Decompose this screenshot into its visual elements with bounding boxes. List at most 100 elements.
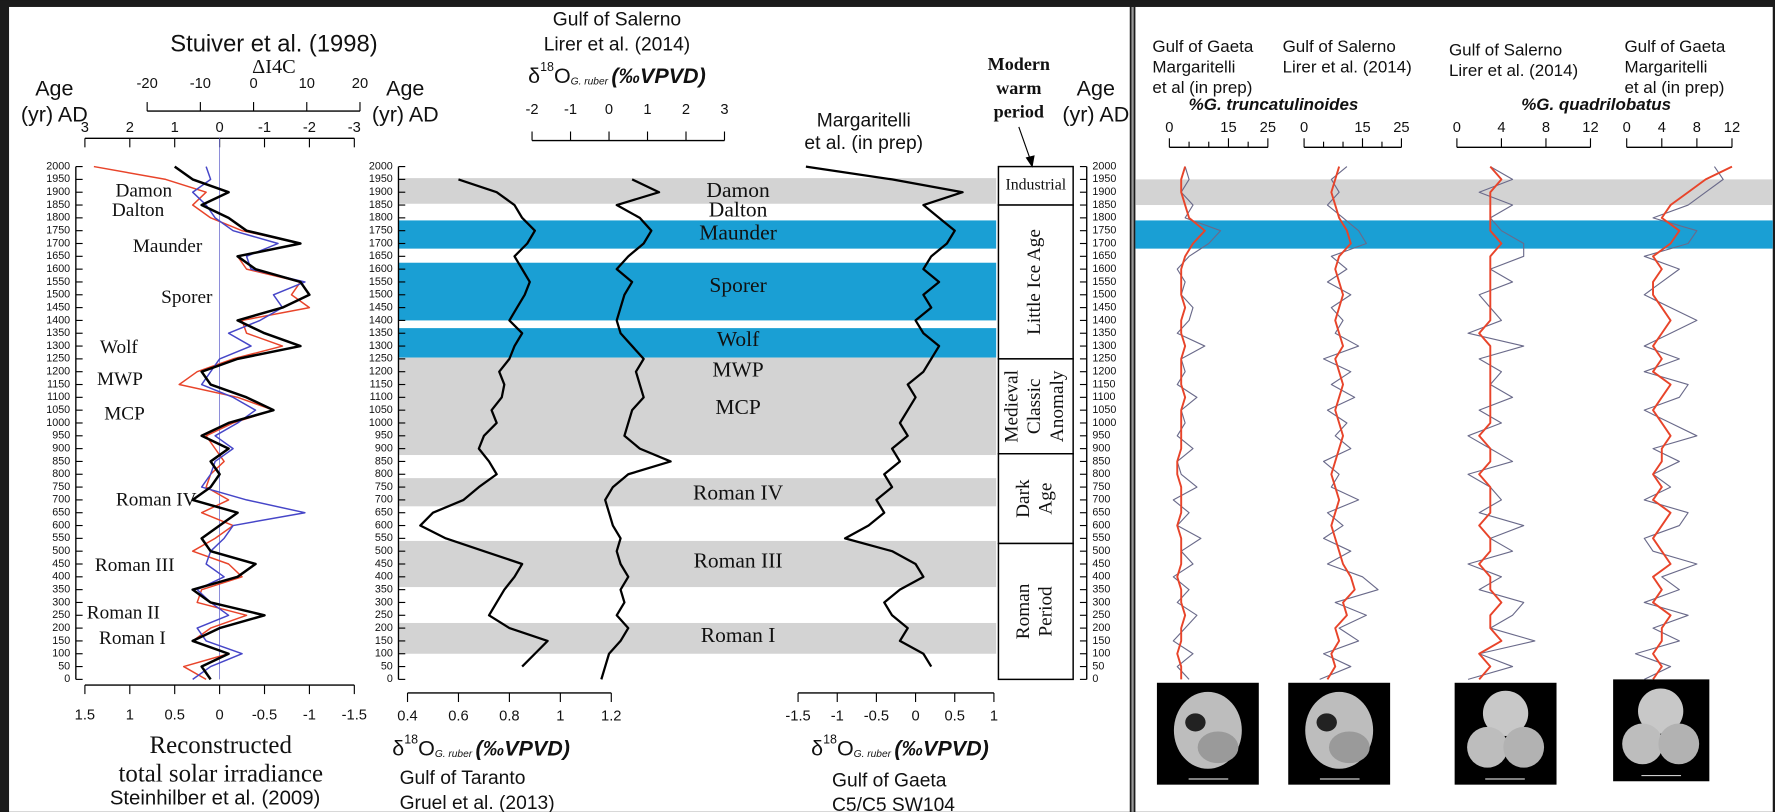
y-tick-label: 100 <box>52 648 70 660</box>
y-tick-label: 1650 <box>46 250 70 262</box>
y-tick-label: 1900 <box>369 186 393 198</box>
y-tick-label: 1050 <box>46 404 70 416</box>
period-label: Dark <box>1013 479 1034 518</box>
y-tick-label: 1300 <box>1092 340 1116 352</box>
y-tick-label: 1700 <box>369 237 393 249</box>
y-tick-label: 50 <box>1092 660 1104 672</box>
source-note: et al. (in prep) <box>804 133 923 154</box>
y-tick-label: 100 <box>1092 648 1110 660</box>
shell-photo <box>1455 683 1557 785</box>
y-tick-label: 0 <box>1092 673 1098 685</box>
y-tick-label: 600 <box>52 519 70 531</box>
axis-label-part: 18 <box>540 60 554 74</box>
x-tick-label: -3 <box>348 120 361 136</box>
x-tick-label: 1 <box>171 120 179 136</box>
y-tick-label: 1550 <box>1092 276 1116 288</box>
x-tick-label: 4 <box>1658 120 1666 136</box>
y-tick-label: 1600 <box>1092 263 1116 275</box>
y-tick-label: 1350 <box>1092 327 1116 339</box>
y-tick-label: 850 <box>52 455 70 467</box>
y-tick-label: 150 <box>375 635 393 647</box>
y-tick-label: 1750 <box>369 225 393 237</box>
x-tick-label: 0 <box>216 707 224 723</box>
y-tick-label: 50 <box>381 660 393 672</box>
x-tick-label: 2 <box>126 120 134 136</box>
y-tick-label: 750 <box>375 481 393 493</box>
y-tick-label: 1150 <box>370 378 393 390</box>
y-tick-label: 450 <box>52 558 70 570</box>
y-tick-label: 1150 <box>1092 378 1115 390</box>
y-tick-label: 1050 <box>369 404 393 416</box>
y-tick-label: 950 <box>1092 430 1110 442</box>
y-tick-label: 1850 <box>46 199 70 211</box>
source: Gulf of Gaeta <box>832 770 947 791</box>
y-tick-label: 1350 <box>46 327 70 339</box>
axis-label-part: δ <box>528 64 540 88</box>
axis-label: δ18OG. ruber(‰VPVD) <box>392 733 570 760</box>
y-tick-label: 550 <box>375 532 393 544</box>
y-tick-label: 150 <box>52 635 70 647</box>
y-tick-label: 1850 <box>369 199 393 211</box>
y-tick-label: 1450 <box>1092 301 1116 313</box>
period-annotation: Maunder <box>133 236 203 257</box>
source: C5/C5 SW104 <box>832 795 955 812</box>
x-tick-label: 0 <box>216 120 224 136</box>
x-tick-label: 0 <box>1300 120 1308 136</box>
period-annotation: Roman III <box>95 555 175 576</box>
y-tick-label: 1150 <box>47 378 70 390</box>
y-tick-label: 200 <box>375 622 393 634</box>
y-tick-label: 1800 <box>1092 212 1116 224</box>
y-tick-label: 2000 <box>1092 160 1116 172</box>
x-tick-label: 3 <box>81 120 89 136</box>
y-tick-label: 850 <box>375 455 393 467</box>
period-annotation: Damon <box>115 181 172 202</box>
period-label: Period <box>1036 586 1057 637</box>
x-tick-label: -1 <box>564 102 577 118</box>
y-tick-label: 1650 <box>369 250 393 262</box>
x-tick-label: 0 <box>1623 120 1631 136</box>
y-tick-label: 600 <box>1092 519 1110 531</box>
period-label-group: RomanPeriod <box>1013 583 1057 639</box>
y-tick-label: 1800 <box>46 212 70 224</box>
y-tick-label: 500 <box>52 545 70 557</box>
source: Gulf of Gaeta <box>1624 37 1725 56</box>
y-tick-label: 2000 <box>46 160 70 172</box>
period-annotation: MCP <box>715 395 760 419</box>
x-tick-label: 15 <box>1354 120 1370 136</box>
x-tick-label: 15 <box>1220 120 1236 136</box>
y-tick-label: 1350 <box>369 327 393 339</box>
y-tick-label: 1050 <box>1092 404 1116 416</box>
y-tick-label: 1500 <box>1092 289 1116 301</box>
x-tick-label: 25 <box>1393 120 1409 136</box>
source: Gulf of Salerno <box>1283 37 1396 56</box>
period-annotation: Sporer <box>161 287 213 308</box>
period-annotation: Roman IV <box>693 481 784 505</box>
shell-photo <box>1613 679 1709 781</box>
y-tick-label: 300 <box>1092 596 1110 608</box>
y-tick-label: 150 <box>1092 635 1110 647</box>
y-tick-label: 350 <box>52 583 70 595</box>
y-tick-label: 550 <box>1092 532 1110 544</box>
source: Lirer et al. (2014) <box>544 35 690 56</box>
x-tick-label: 25 <box>1260 120 1276 136</box>
y-tick-label: 50 <box>58 660 70 672</box>
y-tick-label: 1500 <box>46 289 70 301</box>
x-tick-label: 2 <box>682 102 690 118</box>
y-axis-label: (yr) AD <box>1062 102 1129 126</box>
x-tick-label: 12 <box>1582 120 1598 136</box>
y-tick-label: 1200 <box>369 366 393 378</box>
y-tick-label: 1000 <box>46 417 70 429</box>
y-tick-label: 250 <box>1092 609 1110 621</box>
y-tick-label: 0 <box>64 673 70 685</box>
period-label-group: Little Ice Age <box>1024 229 1045 335</box>
x-tick-label: 1 <box>556 709 564 725</box>
y-tick-label: 950 <box>52 430 70 442</box>
y-tick-label: 750 <box>1092 481 1110 493</box>
y-tick-label: 1950 <box>46 173 70 185</box>
y-tick-label: 1950 <box>369 173 393 185</box>
y-tick-label: 1400 <box>369 314 393 326</box>
y-tick-label: 1700 <box>1092 237 1116 249</box>
axis-label-part: (‰VPVD) <box>894 736 988 760</box>
axis-label-part: O <box>418 736 435 760</box>
y-tick-label: 1400 <box>1092 314 1116 326</box>
